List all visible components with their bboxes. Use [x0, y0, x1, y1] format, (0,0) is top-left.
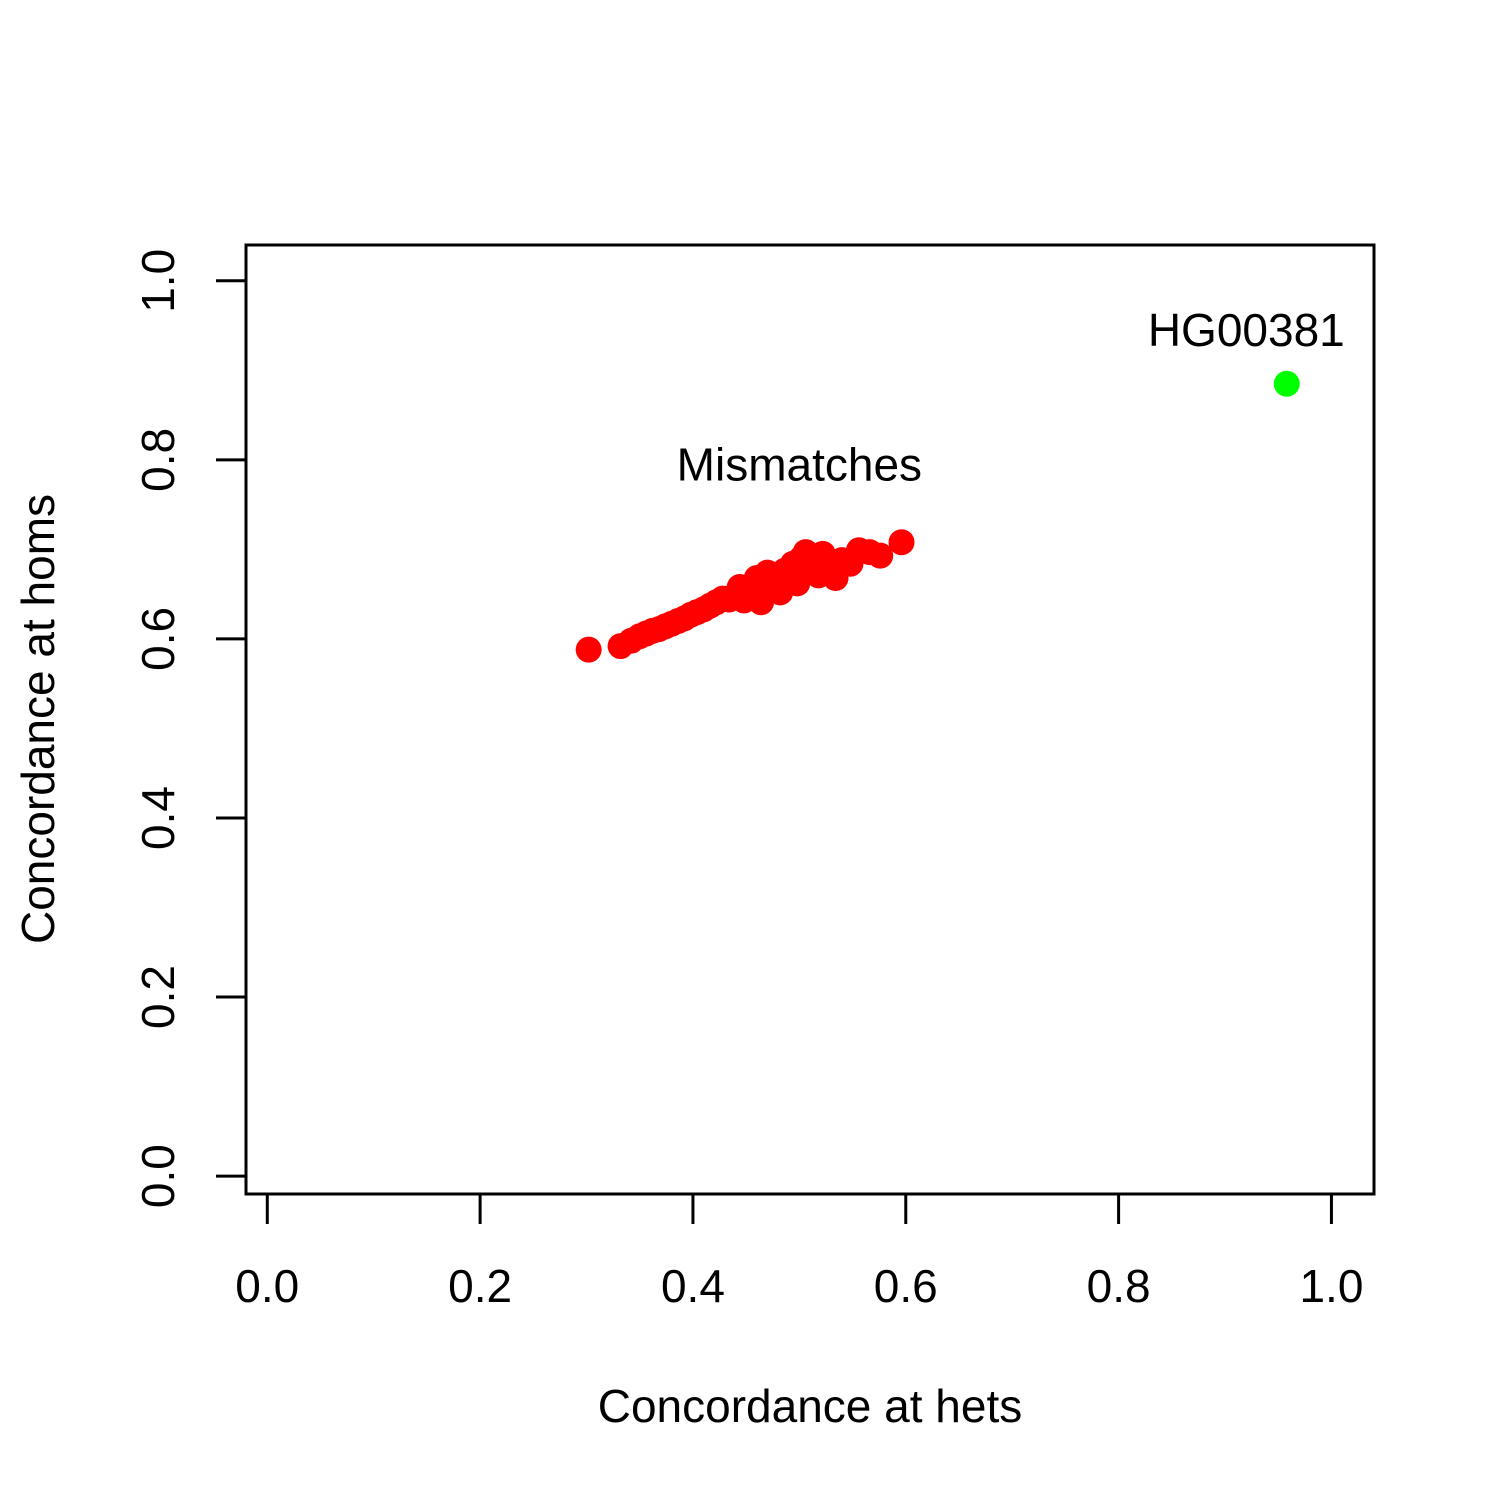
x-tick-label: 0.0 [235, 1260, 299, 1312]
data-point [575, 636, 602, 663]
annotation-label: HG00381 [1148, 304, 1345, 356]
x-axis-label: Concordance at hets [598, 1380, 1023, 1432]
data-point [867, 542, 894, 569]
data-point [888, 529, 915, 556]
y-tick-label: 0.8 [132, 428, 184, 492]
y-tick-label: 1.0 [132, 249, 184, 313]
x-tick-label: 1.0 [1299, 1260, 1363, 1312]
data-points [575, 370, 1300, 663]
plot-frame [244, 243, 1376, 1196]
y-tick-label: 0.6 [132, 607, 184, 671]
y-tick-label: 0.2 [132, 965, 184, 1029]
x-axis: 0.0 0.2 0.4 0.6 0.8 1.0 [235, 1192, 1363, 1312]
x-tick-label: 0.8 [1087, 1260, 1151, 1312]
y-axis: 0.0 0.2 0.4 0.6 0.8 1.0 [132, 249, 248, 1208]
x-tick-label: 0.4 [661, 1260, 725, 1312]
y-axis-label: Concordance at homs [12, 494, 64, 944]
highlight-point [1273, 370, 1300, 397]
annotations: Mismatches HG00381 [677, 304, 1345, 490]
y-tick-label: 0.0 [132, 1144, 184, 1208]
y-tick-label: 0.4 [132, 786, 184, 850]
x-tick-label: 0.6 [874, 1260, 938, 1312]
annotation-label: Mismatches [677, 438, 922, 490]
x-tick-label: 0.2 [448, 1260, 512, 1312]
